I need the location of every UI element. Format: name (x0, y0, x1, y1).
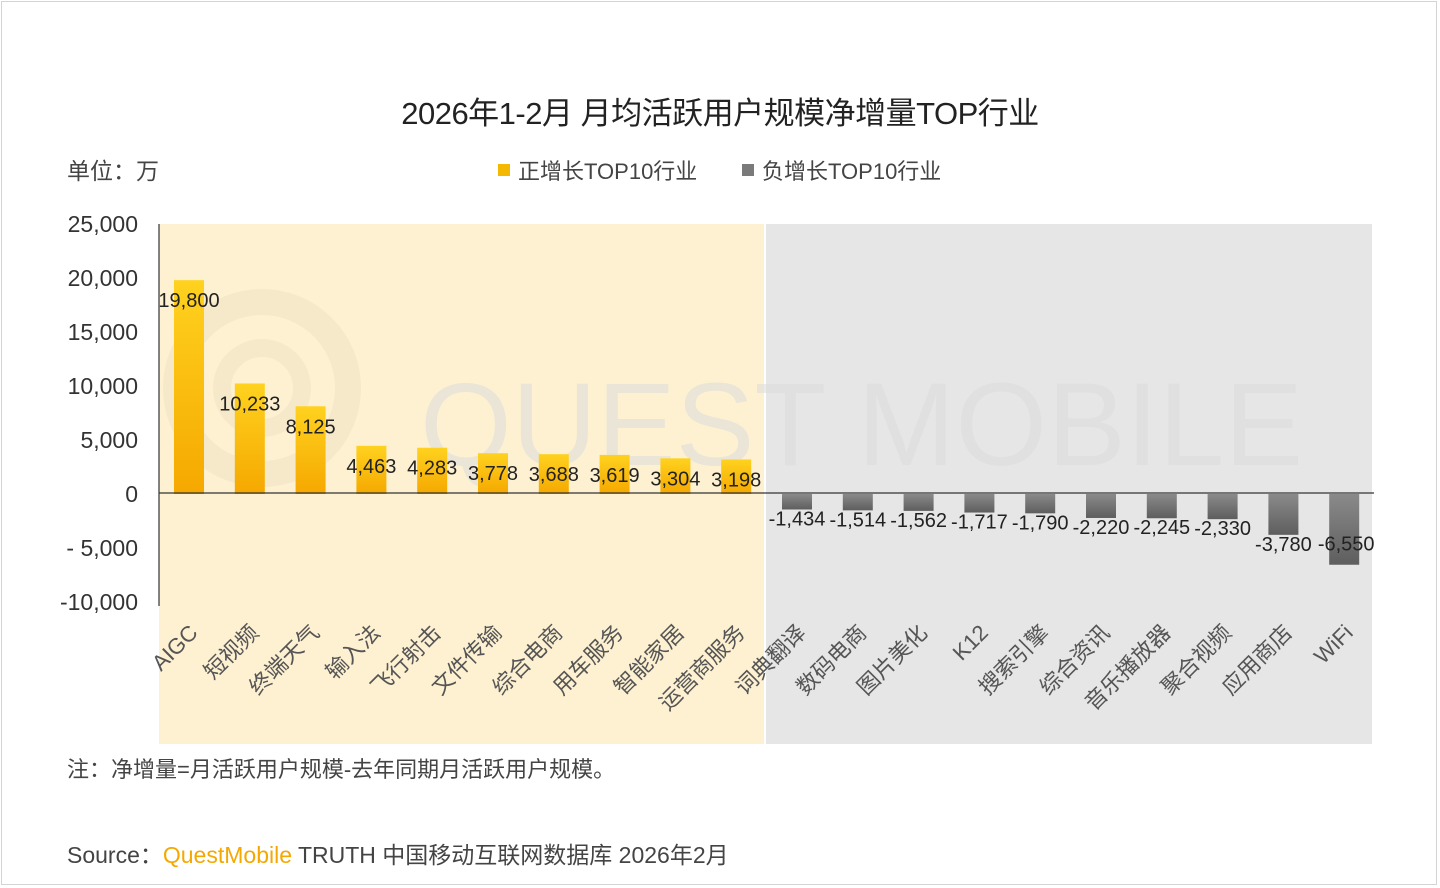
data-label: 3,688 (529, 464, 579, 486)
data-label: 4,283 (407, 458, 457, 480)
data-label: 3,198 (711, 469, 761, 491)
y-tick-label: 10,000 (68, 373, 138, 399)
bar (1268, 494, 1299, 535)
bar (842, 494, 873, 511)
bar (599, 454, 630, 494)
legend-swatch-negative (742, 164, 754, 176)
bar (538, 454, 569, 494)
legend-swatch-positive (498, 164, 510, 176)
bar (234, 383, 265, 494)
data-label: -1,514 (829, 509, 886, 531)
bar (1329, 494, 1360, 565)
bar (356, 445, 387, 494)
y-tick-label: 25,000 (68, 211, 138, 237)
bar (1146, 494, 1177, 519)
y-tick-label: -10,000 (60, 589, 138, 615)
data-label: 19,800 (158, 290, 219, 312)
bar (782, 494, 812, 510)
footnote: 注：净增量=月活跃用户规模-去年同期月活跃用户规模。 (67, 757, 616, 782)
data-label: -2,220 (1073, 517, 1130, 539)
y-tick-label: 20,000 (68, 265, 138, 291)
data-label: 4,463 (346, 456, 396, 478)
negative-region-background (766, 224, 1372, 744)
data-label: 3,619 (590, 465, 640, 487)
bar (903, 494, 934, 511)
legend-item-negative: 负增长TOP10行业 (742, 154, 941, 186)
data-label: -2,330 (1194, 518, 1251, 540)
bar (964, 494, 995, 513)
y-tick-label: 15,000 (68, 319, 138, 345)
data-label: -3,780 (1255, 534, 1312, 556)
data-label: 10,233 (219, 393, 280, 415)
y-tick-label: - 5,000 (66, 535, 138, 561)
data-label: -1,717 (951, 512, 1008, 534)
bar (1025, 494, 1056, 514)
source-rest: TRUTH 中国移动互联网数据库 2026年2月 (292, 842, 729, 868)
bar (660, 458, 691, 494)
legend-item-positive: 正增长TOP10行业 (498, 154, 697, 186)
data-label: -6,550 (1318, 534, 1375, 556)
unit-label: 单位：万 (67, 158, 159, 184)
source-brand: QuestMobile (162, 842, 292, 868)
legend-label-negative: 负增长TOP10行业 (762, 159, 942, 184)
data-label: 8,125 (286, 416, 336, 438)
bar (1086, 494, 1116, 518)
data-label: -2,245 (1133, 517, 1190, 539)
source-prefix: Source： (67, 842, 163, 868)
bar (478, 453, 508, 494)
data-label: -1,434 (769, 508, 826, 530)
data-label: -1,562 (890, 510, 947, 532)
source-line: Source：QuestMobile TRUTH 中国移动互联网数据库 2026… (67, 836, 729, 870)
chart-title: 2026年1-2月 月均活跃用户规模净增量TOP行业 (401, 96, 1039, 131)
legend-label-positive: 正增长TOP10行业 (518, 159, 698, 184)
bar (721, 459, 752, 494)
bar (1207, 494, 1238, 520)
data-label: 3,778 (468, 463, 518, 485)
y-tick-label: 5,000 (80, 427, 138, 453)
bar (417, 447, 448, 494)
bar (295, 406, 326, 494)
bar (174, 280, 204, 494)
data-label: 3,304 (650, 468, 700, 490)
y-tick-label: 0 (125, 481, 138, 507)
data-label: -1,790 (1012, 512, 1069, 534)
